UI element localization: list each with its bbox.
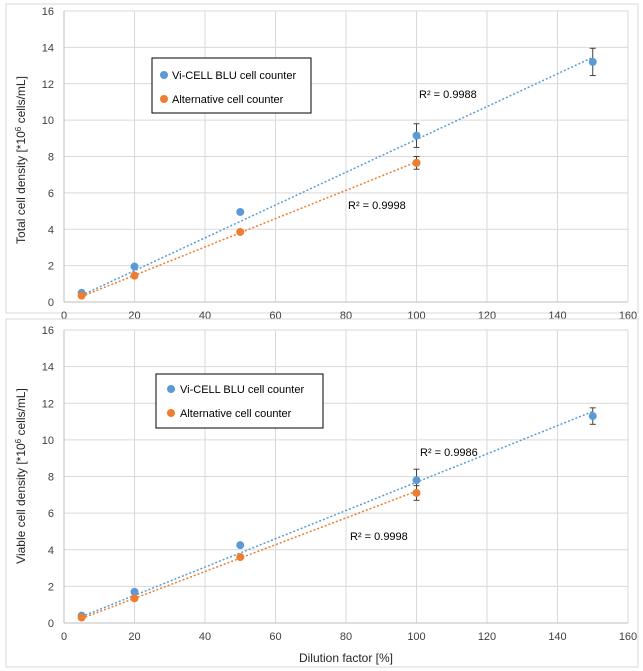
gridlines <box>63 329 629 624</box>
data-point-alternative <box>130 594 139 603</box>
data-point-vicell <box>588 412 597 421</box>
x-tick-label: 160 <box>619 631 637 643</box>
r-squared-labels: R² = 0.9988 R² = 0.9998 <box>348 89 477 212</box>
r-squared-label: R² = 0.9986 <box>420 447 478 459</box>
y-tick-label: 14 <box>42 362 54 374</box>
y-tick-label: 0 <box>48 297 54 309</box>
data-point-alternative <box>412 488 421 497</box>
legend: Vi-CELL BLU cell counter Alternative cel… <box>151 57 312 114</box>
data-point-vicell <box>236 541 245 550</box>
r-squared-label: R² = 0.9998 <box>350 531 408 543</box>
x-tick-label: 140 <box>548 631 566 643</box>
x-tick-label: 100 <box>407 631 425 643</box>
legend: Vi-CELL BLU cell counter Alternative cel… <box>155 373 324 429</box>
x-axis-label: Dilution factor [%] <box>299 651 393 665</box>
data-point-vicell <box>130 587 139 596</box>
y-tick-label: 8 <box>48 472 54 484</box>
data-point-alternative <box>130 271 139 280</box>
legend-label-alternative: Alternative cell counter <box>180 408 292 420</box>
x-tick-label: 120 <box>478 631 496 643</box>
legend-box <box>151 57 312 114</box>
legend-label-alternative: Alternative cell counter <box>172 94 284 106</box>
r-squared-labels: R² = 0.9986 R² = 0.9998 <box>350 447 478 543</box>
data-point-alternative <box>412 158 421 167</box>
data-point-vicell <box>412 476 421 485</box>
chart-border <box>5 3 639 314</box>
x-tick-label: 80 <box>340 631 352 643</box>
legend-label-vicell: Vi-CELL BLU cell counter <box>180 384 304 396</box>
y-tick-labels: 0 2 4 6 8 10 12 14 16 <box>42 6 54 309</box>
legend-marker-vicell <box>160 71 168 79</box>
y-tick-label: 6 <box>48 188 54 200</box>
y-tick-label: 14 <box>42 42 54 54</box>
y-tick-label: 4 <box>48 224 54 236</box>
data-point-alternative <box>77 291 86 300</box>
data-point-alternative <box>77 613 86 622</box>
data-point-alternative <box>236 227 245 236</box>
viable-cell-density-chart: 0 2 4 6 8 10 12 14 16 0 20 40 60 80 100 120 140 160 R² =… <box>5 318 639 668</box>
y-tick-label: 6 <box>48 508 54 520</box>
legend-label-vicell: Vi-CELL BLU cell counter <box>172 70 296 82</box>
data-points <box>77 57 597 300</box>
data-point-vicell <box>236 207 245 216</box>
legend-marker-alternative <box>167 409 175 417</box>
data-points <box>77 412 597 622</box>
x-tick-label: 0 <box>61 631 67 643</box>
y-tick-labels: 0 2 4 6 8 10 12 14 16 <box>42 325 54 630</box>
x-tick-labels: 0 20 40 60 80 100 120 140 160 <box>61 631 637 643</box>
y-tick-label: 12 <box>42 398 54 410</box>
x-tick-label: 20 <box>128 631 140 643</box>
y-tick-label: 2 <box>48 261 54 273</box>
y-tick-label: 12 <box>42 79 54 91</box>
y-tick-label: 16 <box>42 6 54 18</box>
legend-marker-alternative <box>160 95 168 103</box>
y-axis-label: Total cell density [*106 cells/mL] <box>14 76 29 244</box>
trendline-vicell <box>81 56 594 296</box>
legend-box <box>155 373 324 429</box>
data-point-vicell <box>412 131 421 140</box>
x-tick-label: 60 <box>269 631 281 643</box>
data-point-vicell <box>130 262 139 271</box>
y-tick-label: 0 <box>48 618 54 630</box>
chart-border <box>5 318 639 668</box>
legend-marker-vicell <box>167 385 175 393</box>
data-point-vicell <box>588 57 597 66</box>
y-tick-label: 8 <box>48 152 54 164</box>
y-tick-label: 10 <box>42 435 54 447</box>
y-tick-label: 10 <box>42 115 54 127</box>
y-tick-label: 2 <box>48 581 54 593</box>
y-tick-label: 16 <box>42 325 54 337</box>
y-tick-label: 4 <box>48 545 54 557</box>
y-axis-label: Viable cell density [*106 cells/mL] <box>14 388 29 564</box>
x-tick-label: 40 <box>199 631 211 643</box>
data-point-alternative <box>236 553 245 562</box>
x-tick-label: 0 <box>61 310 67 322</box>
r-squared-label: R² = 0.9998 <box>348 200 406 212</box>
r-squared-label: R² = 0.9988 <box>419 89 477 101</box>
